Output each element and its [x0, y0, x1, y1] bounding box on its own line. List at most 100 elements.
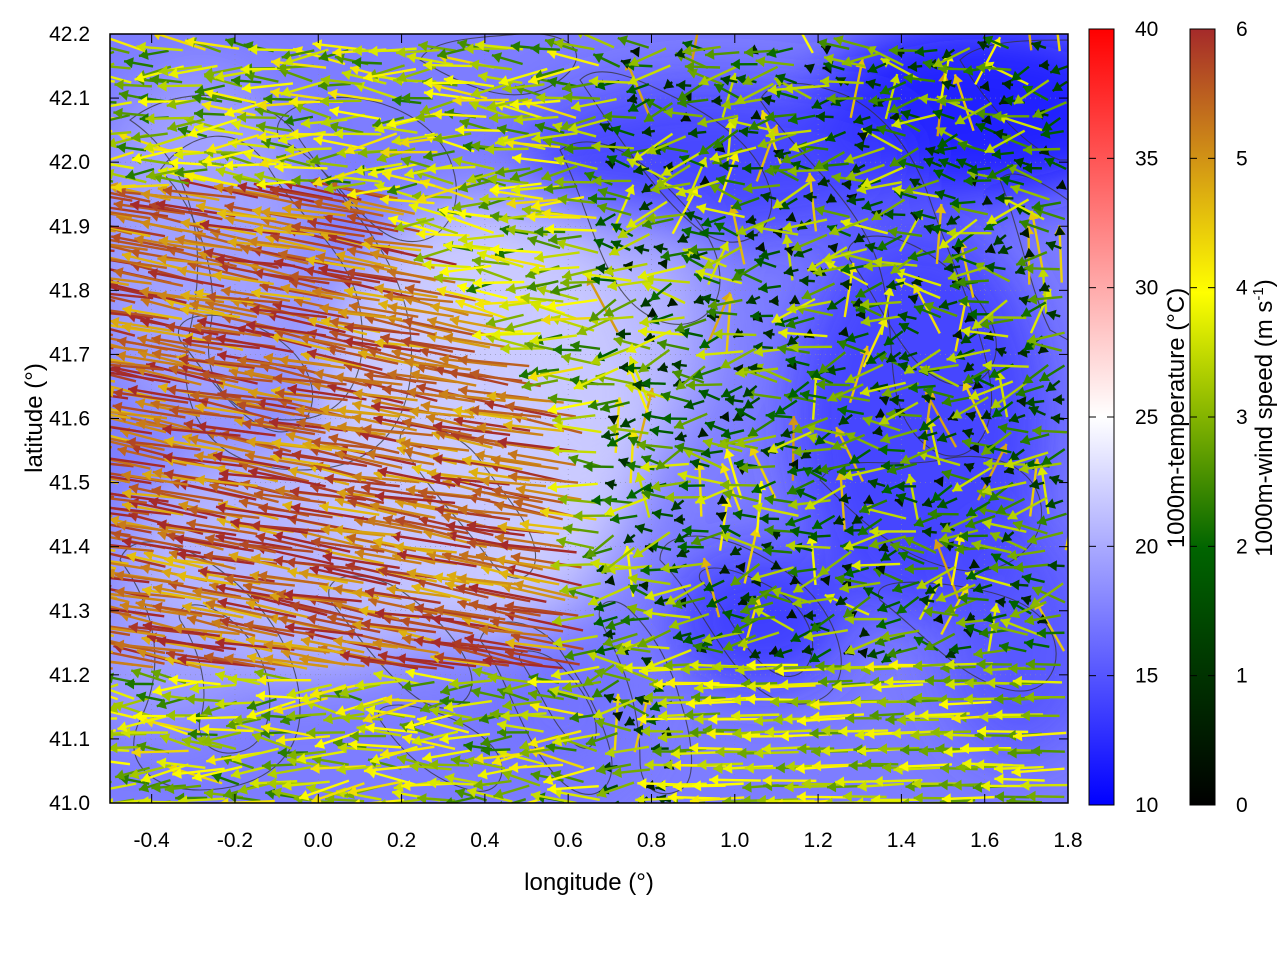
wind-arrow-head — [680, 663, 690, 675]
wind-arrow — [110, 767, 111, 770]
wind-arrow-head — [202, 705, 213, 716]
wind-arrow-head — [286, 710, 296, 722]
wind-arrow-head — [91, 358, 101, 369]
wind-arrow-head — [1024, 638, 1034, 650]
wind-arrow-head — [1006, 729, 1017, 741]
wind-arrow — [110, 312, 118, 316]
wind-arrow-head — [500, 710, 510, 722]
wind-arrow-head — [796, 791, 806, 803]
wind-arrow-head — [282, 779, 292, 791]
wind-arrow — [427, 777, 476, 789]
wind-arrow — [110, 445, 112, 449]
wind-arrow-head — [935, 743, 945, 755]
wind-arrow-shaft — [110, 627, 166, 638]
wind-arrow-head — [91, 501, 101, 512]
wind-arrow — [138, 778, 171, 793]
wind-arrow-head — [480, 744, 490, 756]
wind-arrow-head — [151, 781, 161, 793]
wind-arrow-shaft — [246, 654, 308, 670]
wind-arrow — [422, 749, 473, 763]
wind-arrow — [379, 745, 435, 760]
wind-arrow-head — [110, 742, 118, 754]
wind-arrow-head — [78, 499, 88, 510]
wind-arrow — [628, 801, 634, 803]
wind-arrow-head — [670, 748, 680, 760]
wind-arrow — [667, 791, 721, 803]
wind-arrow-head — [761, 681, 771, 693]
wind-arrow — [396, 653, 477, 668]
wind-arrow — [360, 656, 437, 670]
wind-arrow — [338, 683, 381, 698]
wind-arrow-head — [201, 734, 212, 746]
wind-arrow-head — [692, 642, 703, 653]
wind-arrow-head — [633, 724, 644, 736]
wind-arrow-head — [924, 675, 934, 687]
wind-arrow-head — [482, 655, 493, 667]
wind-arrow-head — [83, 750, 93, 761]
wind-arrow — [1026, 790, 1065, 802]
wind-arrow-head — [363, 764, 374, 776]
wind-arrow — [401, 680, 435, 692]
wind-arrow-head — [527, 676, 537, 688]
wind-arrow — [603, 693, 618, 704]
wind-arrow-head — [959, 743, 969, 754]
wind-arrow-head — [115, 769, 126, 781]
wind-arrow-shaft — [165, 651, 241, 665]
wind-arrow-head — [231, 752, 242, 764]
wind-arrow-head — [999, 641, 1009, 653]
wind-arrow-shaft — [110, 688, 135, 700]
wind-arrow-head — [166, 648, 176, 660]
wind-arrow-head — [200, 723, 210, 735]
wind-arrow — [203, 652, 276, 671]
wind-arrow — [708, 713, 761, 725]
wind-arrow-head — [99, 333, 109, 344]
wind-arrow — [869, 709, 904, 721]
wind-arrow — [964, 798, 1014, 803]
wind-arrow — [201, 731, 242, 746]
wind-arrow-head — [306, 727, 316, 739]
wind-arrow-head — [735, 664, 745, 676]
wind-arrow-head — [285, 622, 295, 634]
wind-arrow-head — [90, 466, 100, 477]
wind-arrow-head — [994, 763, 1004, 774]
wind-arrow — [910, 729, 953, 741]
wind-arrow-head — [938, 698, 949, 710]
wind-arrow — [300, 636, 365, 654]
wind-arrow-head — [114, 639, 125, 651]
wind-arrow-head — [899, 760, 909, 772]
wind-arrow-head — [770, 696, 780, 708]
wind-arrow-head — [972, 781, 983, 793]
wind-arrow-head — [801, 644, 812, 655]
wind-arrow-head — [865, 728, 875, 740]
wind-arrow — [191, 765, 243, 782]
wind-arrow — [473, 779, 512, 791]
wind-arrow-head — [365, 722, 375, 734]
contour-line — [519, 650, 597, 749]
wind-arrow — [592, 698, 637, 719]
wind-arrow — [152, 679, 204, 696]
wind-arrow-head — [891, 727, 901, 739]
wind-arrow-head — [254, 668, 265, 679]
wind-arrow-head — [785, 760, 795, 772]
wind-arrow-head — [650, 701, 661, 712]
wind-arrow-head — [247, 652, 257, 664]
wind-arrow — [257, 674, 312, 686]
wind-arrow-shaft — [203, 654, 276, 671]
wind-arrow-head — [86, 451, 96, 462]
wind-arrow — [783, 713, 831, 725]
wind-arrow — [396, 754, 436, 769]
wind-arrow-head — [691, 692, 701, 703]
wind-arrow — [306, 613, 381, 634]
wind-arrow-head — [339, 686, 350, 698]
wind-arrow-head — [246, 709, 257, 720]
wind-arrow-head — [905, 710, 915, 722]
wind-arrow-head — [910, 729, 920, 741]
wind-arrow-head — [340, 650, 351, 662]
wind-arrow-shaft — [110, 398, 112, 402]
wind-arrow-head — [857, 780, 867, 792]
wind-arrow-head — [1024, 691, 1034, 703]
wind-arrow — [487, 672, 529, 684]
wind-arrow-head — [125, 678, 135, 690]
wind-arrow — [900, 744, 935, 756]
wind-arrow-head — [776, 798, 783, 803]
